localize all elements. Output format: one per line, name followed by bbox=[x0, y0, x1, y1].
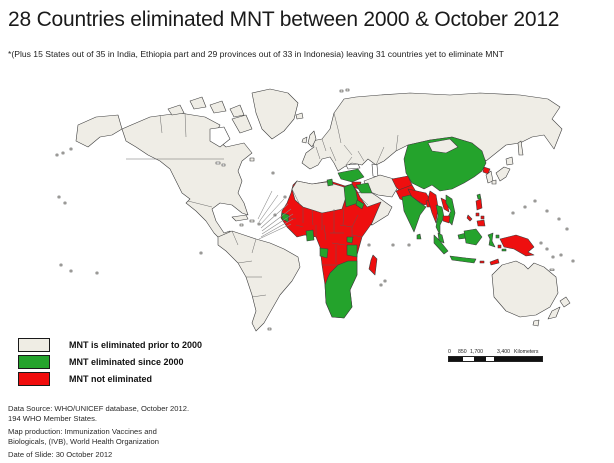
region-eritrea bbox=[355, 199, 365, 210]
footer-map-production-2: Biologicals, (IVB), World Health Organiz… bbox=[8, 437, 159, 446]
scale-unit-label: Kilometers bbox=[514, 349, 539, 355]
region-myanmar bbox=[427, 190, 439, 224]
scale-seg-5 bbox=[494, 357, 542, 361]
region-borneo bbox=[463, 228, 483, 246]
region-arctic-islands bbox=[167, 96, 253, 134]
subtitle-note: *(Plus 15 States out of 35 in India, Eth… bbox=[8, 49, 504, 59]
scale-tick-3400: 3,400 bbox=[497, 349, 510, 355]
region-turkey bbox=[337, 168, 365, 183]
region-cuba bbox=[231, 214, 249, 222]
country-border-lines bbox=[126, 112, 399, 298]
scale-tick-0: 0 bbox=[448, 349, 451, 355]
hudson-bay bbox=[209, 126, 231, 148]
region-gabon bbox=[319, 247, 329, 259]
region-taiwan bbox=[476, 193, 482, 200]
scale-bar-labels: 0 850 1,700 3,400 Kilometers bbox=[448, 349, 558, 356]
region-timor bbox=[489, 258, 500, 266]
region-south-america bbox=[217, 230, 301, 332]
legend-swatch-since bbox=[18, 354, 50, 369]
region-north-africa bbox=[291, 180, 347, 214]
scale-seg-1 bbox=[449, 357, 463, 361]
region-malaysia bbox=[437, 232, 469, 244]
region-new-zealand bbox=[547, 296, 571, 320]
scale-seg-4 bbox=[486, 357, 494, 361]
region-tunisia bbox=[326, 178, 334, 187]
scale-tick-1700: 1,700 bbox=[470, 349, 483, 355]
scale-tick-850: 850 bbox=[458, 349, 467, 355]
footer-data-source: Data Source: WHO/UNICEF database, Octobe… bbox=[8, 404, 190, 413]
region-halmahera bbox=[495, 234, 507, 252]
region-iraq bbox=[355, 182, 373, 194]
legend-swatch-not bbox=[18, 371, 50, 386]
scale-seg-3 bbox=[474, 357, 486, 361]
region-north-america bbox=[121, 112, 253, 252]
region-southern-africa bbox=[324, 260, 358, 319]
legend-label-prior: MNT is eliminated prior to 2000 bbox=[69, 339, 203, 350]
footer-member-states: 194 WHO Member States. bbox=[8, 414, 98, 423]
map-legend: MNT is eliminated prior to 2000 MNT elim… bbox=[18, 337, 203, 389]
island-dots bbox=[55, 88, 575, 331]
region-philippines bbox=[466, 198, 486, 227]
region-papua-new-guinea bbox=[499, 234, 535, 257]
region-cambodia bbox=[442, 215, 451, 224]
scale-bar: 0 850 1,700 3,400 Kilometers bbox=[448, 349, 558, 362]
region-tasmania bbox=[532, 319, 540, 327]
legend-swatch-prior bbox=[18, 337, 50, 352]
region-british-isles bbox=[301, 130, 317, 148]
legend-label-since: MNT eliminated since 2000 bbox=[69, 356, 184, 367]
caspian-sea bbox=[371, 163, 379, 178]
region-alaska bbox=[75, 114, 123, 148]
footer-credits: Data Source: WHO/UNICEF database, Octobe… bbox=[8, 404, 189, 463]
region-india bbox=[401, 194, 427, 233]
region-iceland bbox=[295, 112, 304, 120]
world-map-container bbox=[0, 84, 614, 336]
great-lakes bbox=[215, 161, 226, 167]
legend-label-not: MNT not eliminated bbox=[69, 373, 152, 384]
region-sri-lanka bbox=[416, 233, 422, 240]
region-australia bbox=[491, 260, 559, 318]
region-uganda bbox=[346, 236, 354, 244]
region-mongolia bbox=[427, 138, 459, 154]
legend-item-prior: MNT is eliminated prior to 2000 bbox=[18, 337, 203, 352]
scale-seg-2 bbox=[463, 357, 474, 361]
legend-item-not: MNT not eliminated bbox=[18, 371, 202, 386]
footer-slide-date: Date of Slide: 30 October 2012 bbox=[8, 450, 113, 459]
legend-item-since: MNT eliminated since 2000 bbox=[18, 354, 202, 369]
region-thailand bbox=[435, 204, 445, 236]
region-tanzania bbox=[346, 244, 358, 258]
page-title: 28 Countries eliminated MNT between 2000… bbox=[8, 8, 560, 31]
caribbean-leader-lines bbox=[257, 190, 294, 240]
world-map bbox=[55, 88, 575, 332]
region-sulawesi bbox=[487, 232, 496, 248]
region-europe-russia bbox=[301, 92, 563, 172]
region-java bbox=[449, 255, 477, 264]
black-sea bbox=[345, 163, 361, 170]
region-japan bbox=[491, 140, 524, 185]
region-greenland bbox=[251, 88, 299, 140]
region-madagascar bbox=[368, 254, 378, 276]
footer-map-production-1: Map production: Immunization Vaccines an… bbox=[8, 427, 157, 436]
region-china bbox=[403, 136, 487, 192]
region-sumatra bbox=[433, 234, 449, 255]
scale-bar-graphic bbox=[448, 356, 543, 362]
